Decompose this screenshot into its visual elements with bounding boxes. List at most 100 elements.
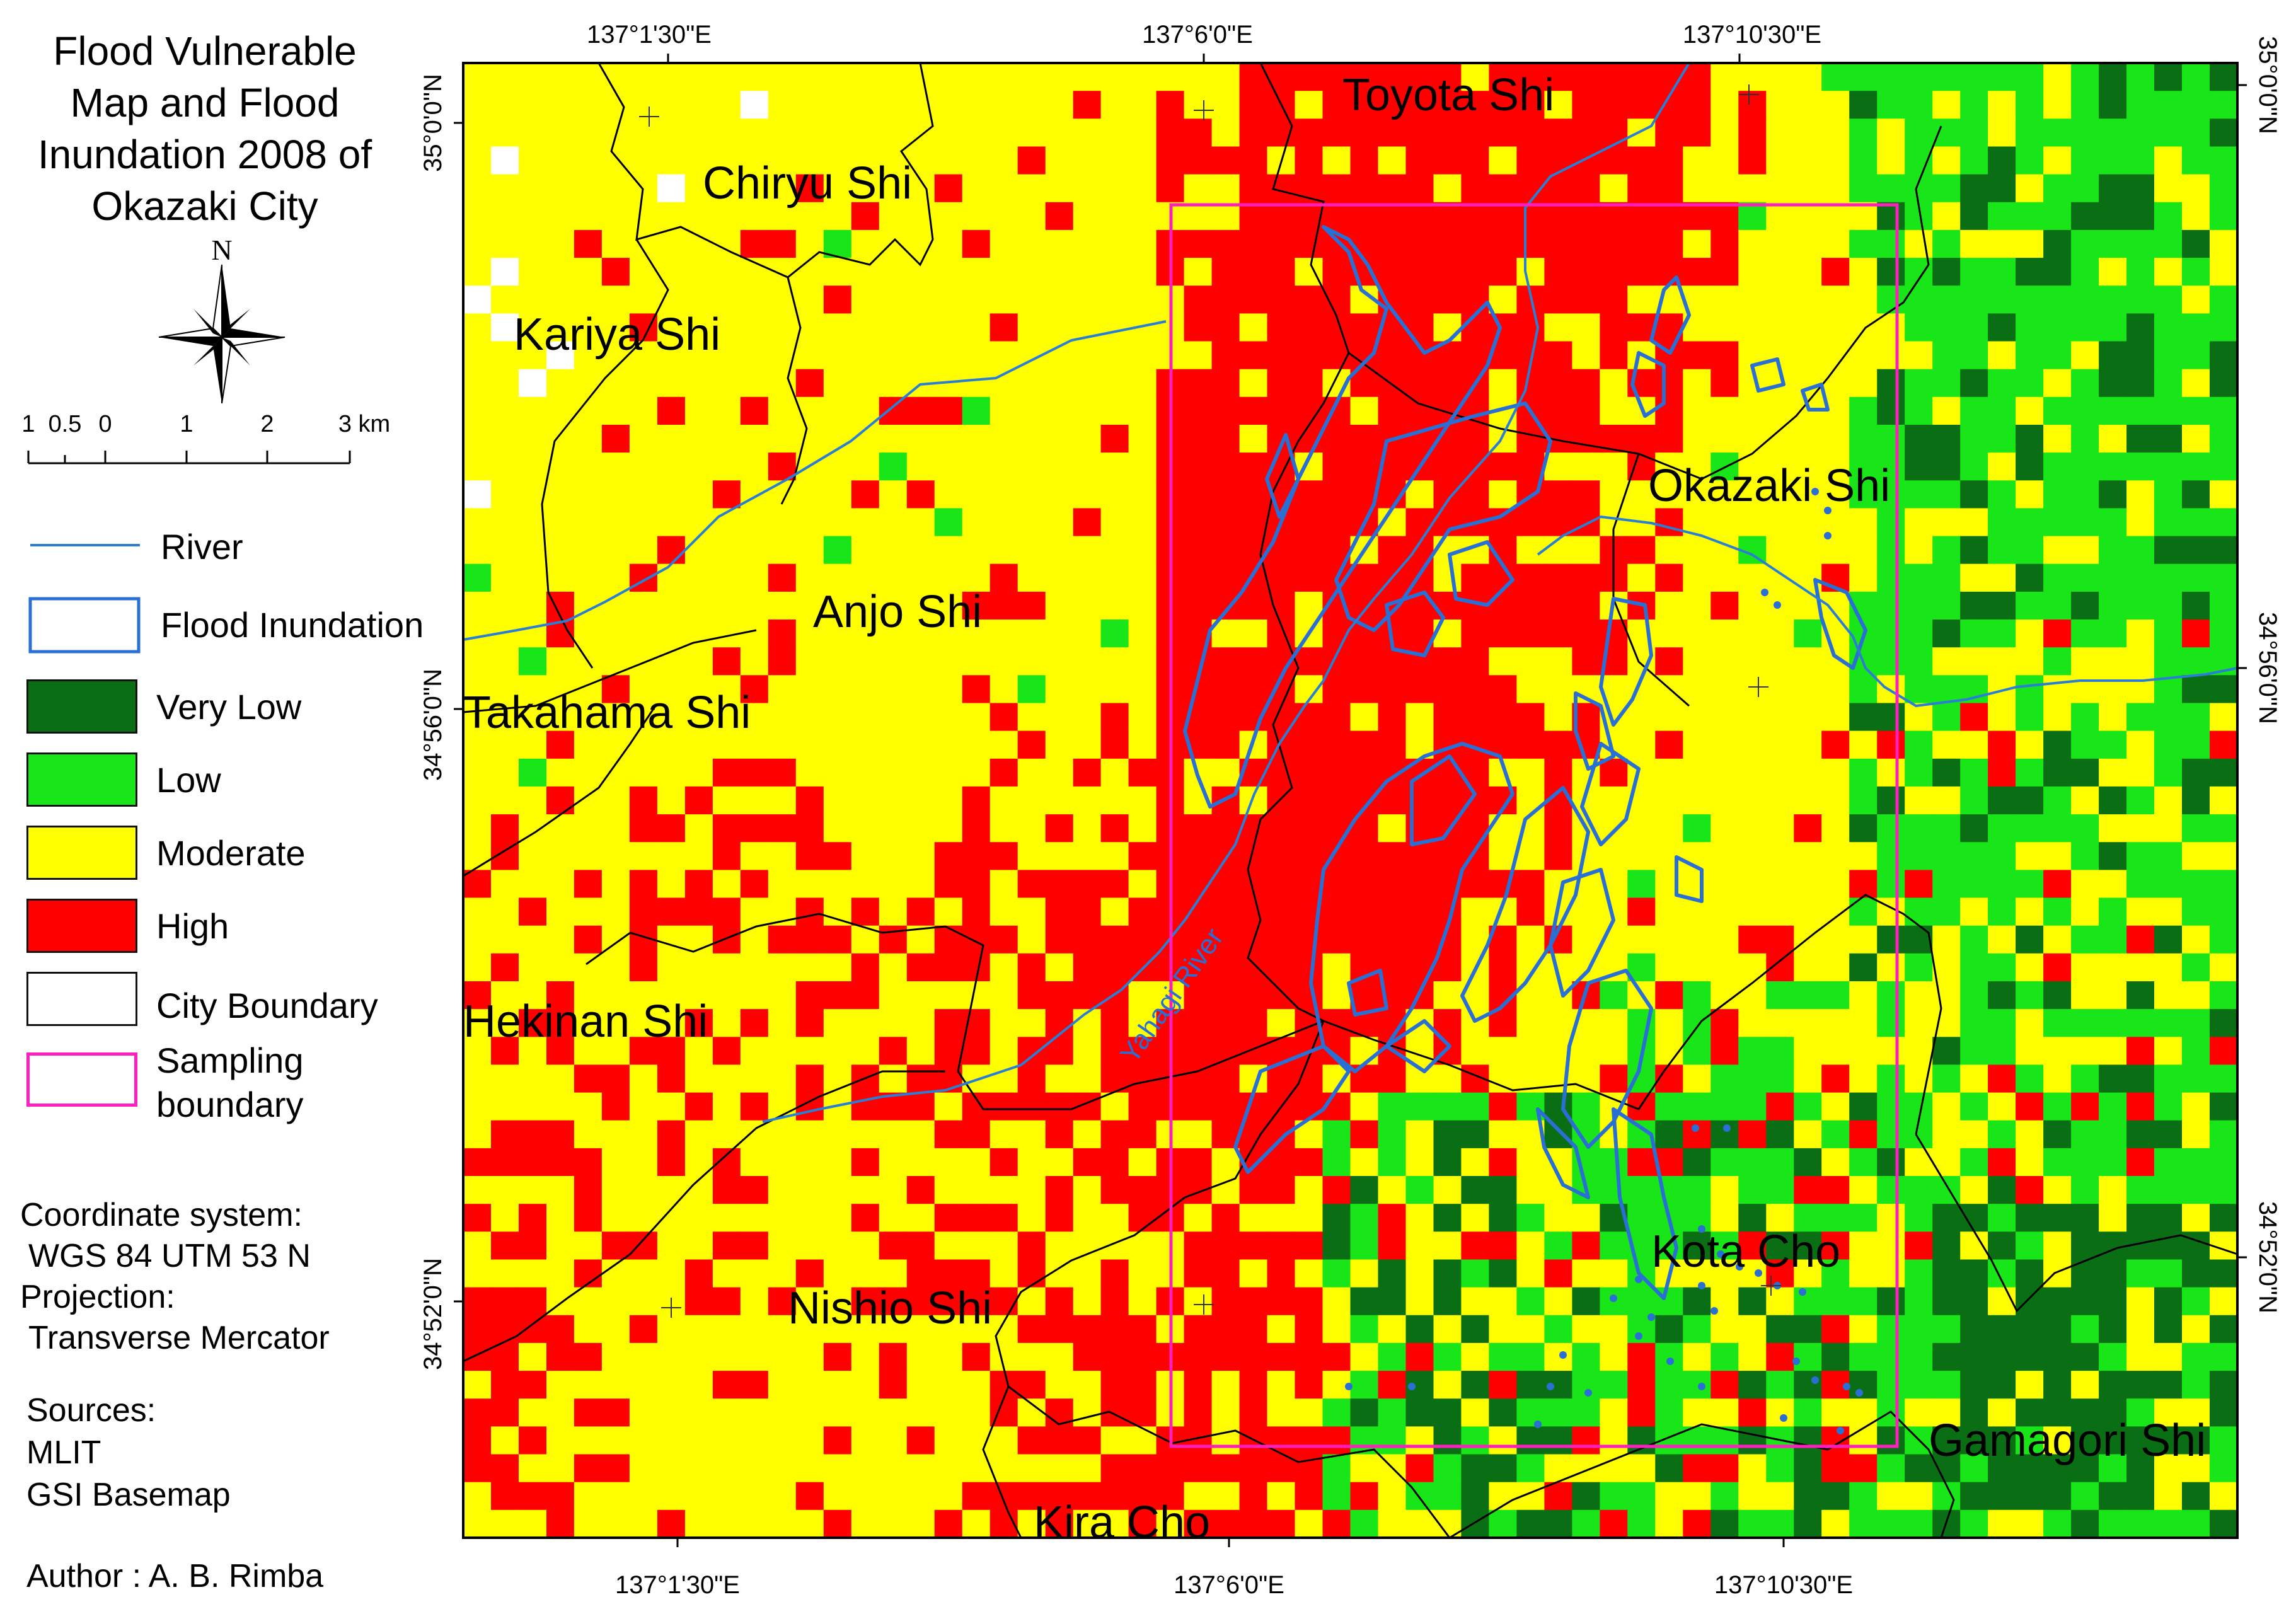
raster-cell: [2126, 1509, 2155, 1538]
raster-cell: [1045, 1509, 1074, 1538]
raster-cell: [1100, 1037, 1129, 1066]
inundation-outline: [1580, 742, 1641, 846]
raster-cell: [1211, 536, 1240, 565]
raster-cell: [1045, 620, 1074, 648]
raster-cell: [1766, 620, 1794, 648]
raster-cell: [1877, 842, 1905, 870]
raster-cell: [1489, 1064, 1517, 1093]
raster-cell: [740, 1176, 769, 1204]
raster-cell: [1794, 202, 1822, 231]
raster-cell: [1295, 758, 1324, 787]
raster-cell: [1655, 842, 1683, 870]
city-boundary-line: [1915, 1134, 2238, 1313]
raster-cell: [1932, 1064, 1961, 1093]
raster-cell: [2043, 1064, 2072, 1093]
raster-cell: [1128, 480, 1157, 509]
raster-cell: [795, 63, 824, 91]
raster-cell: [1128, 536, 1157, 565]
left-tick-label: 34°52'0"N: [419, 1258, 447, 1370]
raster-cell: [601, 425, 630, 453]
raster-cell: [1516, 730, 1545, 759]
raster-cell: [2071, 1398, 2099, 1427]
raster-cell: [1905, 313, 1933, 342]
raster-cell: [906, 1259, 935, 1288]
raster-cell: [1794, 452, 1822, 481]
raster-cell: [1433, 981, 1462, 1010]
raster-cell: [1710, 1204, 1739, 1232]
raster-cell: [2016, 369, 2044, 398]
raster-cell: [684, 1315, 713, 1344]
raster-cell: [1766, 1482, 1794, 1511]
raster-cell: [906, 647, 935, 676]
raster-cell: [1988, 1148, 2016, 1177]
raster-cell: [1267, 229, 1296, 258]
raster-cell: [1849, 396, 1878, 425]
raster-cell: [1461, 675, 1489, 704]
raster-cell: [1932, 1426, 1961, 1455]
raster-cell: [851, 870, 880, 899]
raster-cell: [629, 1509, 658, 1538]
raster-cell: [1932, 1148, 1961, 1177]
raster-cell: [934, 258, 963, 286]
raster-cell: [2126, 1454, 2155, 1483]
raster-cell: [1184, 842, 1213, 870]
raster-cell: [2126, 1037, 2155, 1066]
raster-cell: [2154, 563, 2183, 592]
raster-cell: [491, 536, 519, 565]
raster-cell: [989, 620, 1018, 648]
raster-cell: [1322, 1509, 1351, 1538]
raster-cell: [2071, 647, 2099, 676]
raster-cell: [962, 1509, 991, 1538]
raster-cell: [546, 953, 575, 982]
raster-cell: [684, 174, 713, 203]
raster-cell: [1350, 1509, 1379, 1538]
raster-cell: [1683, 174, 1711, 203]
raster-cell: [740, 620, 769, 648]
raster-cell: [989, 870, 1018, 899]
raster-cell: [1905, 1009, 1933, 1037]
raster-cell: [851, 536, 880, 565]
raster-cell: [1544, 91, 1572, 119]
legend-swatch-city-boundary: [26, 972, 137, 1026]
raster-cell: [2043, 842, 2072, 870]
raster-cell: [1017, 675, 1046, 704]
raster-cell: [962, 285, 991, 314]
raster-cell: [1045, 508, 1074, 537]
raster-cell: [1017, 786, 1046, 815]
inundation-outline: [1309, 742, 1514, 1073]
raster-cell: [2016, 1092, 2044, 1121]
raster-cell: [906, 1231, 935, 1260]
raster-cell: [684, 1426, 713, 1455]
raster-cell: [1267, 897, 1296, 926]
raster-cell: [1683, 1204, 1711, 1232]
raster-cell: [879, 647, 908, 676]
raster-cell: [934, 786, 963, 815]
raster-cell: [1738, 620, 1767, 648]
raster-cell: [1572, 369, 1600, 398]
raster-cell: [1683, 925, 1711, 954]
raster-cell: [1516, 425, 1545, 453]
raster-cell: [684, 91, 713, 119]
raster-cell: [768, 1204, 797, 1232]
raster-cell: [1516, 229, 1545, 258]
raster-cell: [1267, 1342, 1296, 1371]
raster-cell: [684, 1454, 713, 1483]
raster-cell: [2099, 1371, 2127, 1399]
raster-cell: [1405, 396, 1434, 425]
raster-cell: [768, 118, 797, 147]
raster-cell: [1544, 118, 1572, 147]
raster-cell: [2043, 1509, 2072, 1538]
raster-cell: [2043, 369, 2072, 398]
raster-cell: [2071, 1120, 2099, 1149]
raster-cell: [1766, 313, 1794, 342]
raster-cell: [1433, 258, 1462, 286]
raster-cell: [574, 1037, 603, 1066]
raster-cell: [1489, 703, 1517, 732]
raster-cell: [574, 452, 603, 481]
raster-cell: [1073, 425, 1102, 453]
raster-cell: [2154, 425, 2183, 453]
raster-cell: [1017, 1509, 1046, 1538]
raster-cell: [1877, 1287, 1905, 1316]
raster-cell: [879, 536, 908, 565]
raster-cell: [1350, 425, 1379, 453]
